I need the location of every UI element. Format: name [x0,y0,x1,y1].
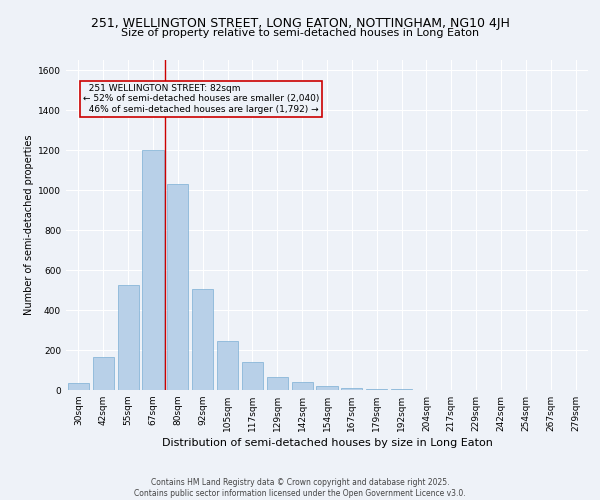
Bar [292,382,313,390]
Text: Contains HM Land Registry data © Crown copyright and database right 2025.
Contai: Contains HM Land Registry data © Crown c… [134,478,466,498]
Bar [192,289,213,390]
Bar [93,357,114,390]
Bar [68,383,89,390]
Text: 251 WELLINGTON STREET: 82sqm
← 52% of semi-detached houses are smaller (2,040)
 : 251 WELLINGTON STREET: 82sqm ← 52% of se… [83,84,319,114]
Bar [242,362,263,390]
Bar [118,285,139,390]
Bar [167,184,188,390]
Bar [366,388,387,390]
Text: 251, WELLINGTON STREET, LONG EATON, NOTTINGHAM, NG10 4JH: 251, WELLINGTON STREET, LONG EATON, NOTT… [91,18,509,30]
Y-axis label: Number of semi-detached properties: Number of semi-detached properties [24,134,34,316]
Bar [341,388,362,390]
Bar [267,377,288,390]
X-axis label: Distribution of semi-detached houses by size in Long Eaton: Distribution of semi-detached houses by … [161,438,493,448]
Bar [142,150,164,390]
Bar [217,341,238,390]
Bar [316,386,338,390]
Text: Size of property relative to semi-detached houses in Long Eaton: Size of property relative to semi-detach… [121,28,479,38]
